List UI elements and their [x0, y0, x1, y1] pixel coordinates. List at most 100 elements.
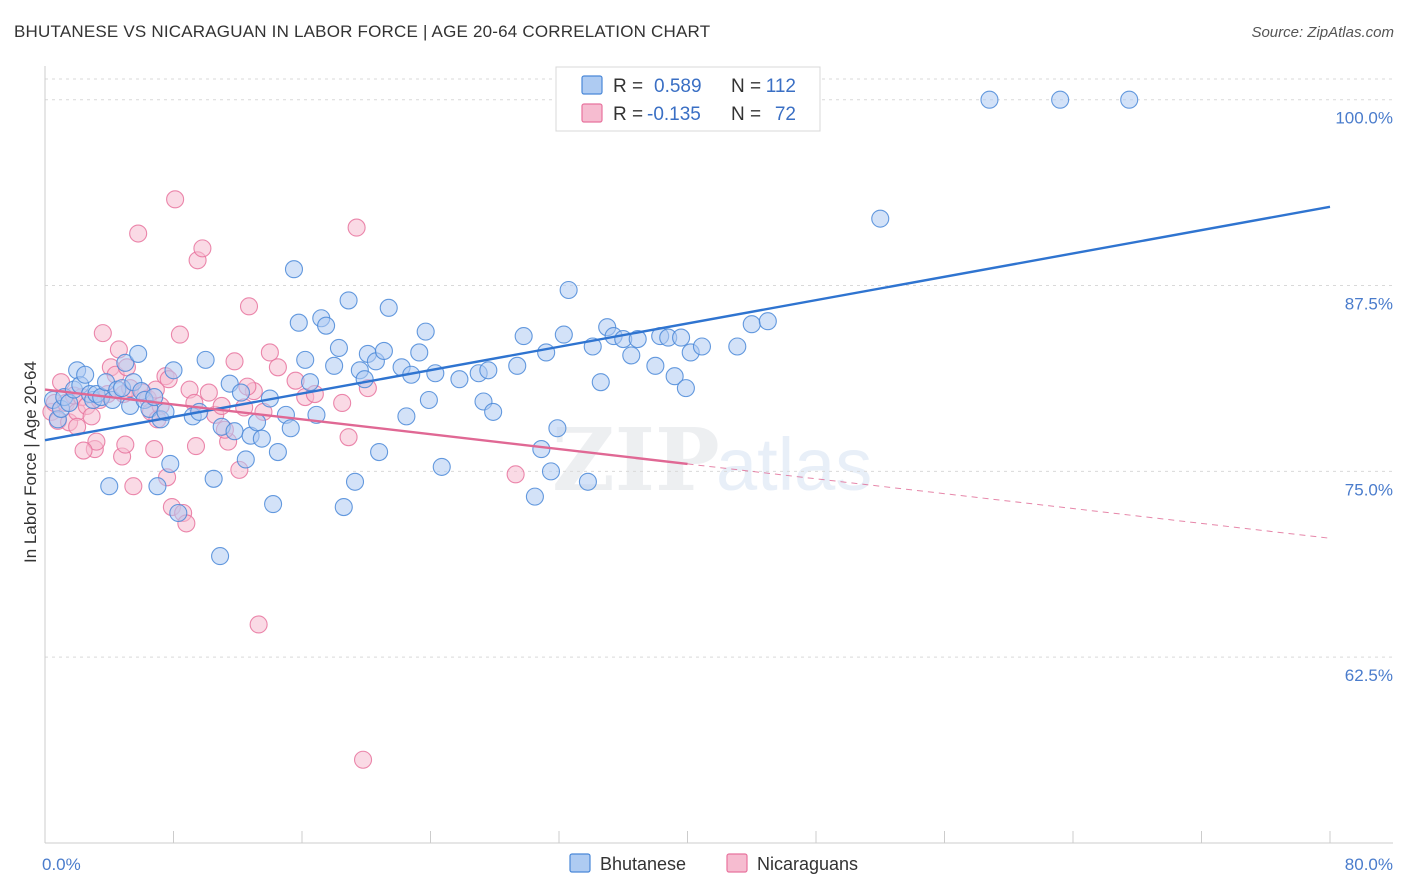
bhutanese-point-82 — [508, 356, 527, 375]
nicaraguans-point-43 — [225, 352, 244, 371]
nicaraguans-trend-line — [44, 388, 688, 466]
watermark-zip: ZIP — [552, 410, 720, 511]
nicaraguans-point-39 — [199, 383, 218, 402]
bhutanese-point-41 — [236, 450, 255, 469]
nicaraguans-point-32 — [170, 325, 189, 344]
bhutanese-point-83 — [514, 327, 533, 346]
bhutanese-trend-line — [44, 205, 1331, 442]
y-tick-labels: 62.5% 75.0% 87.5% 100.0% — [1335, 109, 1393, 685]
nicaraguans-point-21 — [124, 477, 143, 496]
bhutanese-point-112 — [1051, 90, 1070, 109]
bhutanese-point-26 — [148, 477, 167, 496]
stats-legend: R = 0.589 N = 112 R = -0.135 N = 72 — [555, 66, 821, 132]
bhutanese-point-60 — [339, 291, 358, 310]
nicaraguans-point-58 — [506, 465, 525, 484]
bhutanese-point-49 — [281, 419, 300, 438]
bhutanese-point-47 — [268, 442, 287, 462]
legend-r-label-1: R = — [613, 76, 643, 97]
bhutanese-point-85 — [532, 440, 551, 459]
bhutanese-point-81 — [484, 402, 503, 421]
bhutanese-point-72 — [410, 343, 429, 362]
watermark: ZIP atlas — [552, 410, 872, 511]
legend-r-value-1: 0.589 — [654, 76, 702, 97]
chart-title: BHUTANESE VS NICARAGUAN IN LABOR FORCE |… — [14, 22, 711, 41]
trend-lines — [44, 205, 1331, 539]
bhutanese-point-44 — [252, 429, 271, 448]
bhutanese-point-34 — [196, 350, 215, 369]
bhutanese-point-61 — [345, 472, 365, 491]
bhutanese-point-57 — [325, 356, 344, 375]
watermark-atlas: atlas — [716, 423, 872, 506]
y-tick-label-0: 62.5% — [1345, 666, 1393, 685]
bhutanese-point-106 — [692, 337, 712, 356]
bhutanese-point-21 — [129, 344, 148, 363]
y-tick-label-3: 100.0% — [1335, 109, 1393, 128]
bhutanese-point-63 — [355, 370, 374, 389]
bhutanese-point-51 — [289, 313, 308, 332]
bhutanese-point-89 — [554, 325, 573, 344]
bhutanese-point-104 — [676, 379, 695, 398]
nicaraguans-point-54 — [339, 428, 358, 447]
bhutanese-point-113 — [1120, 90, 1139, 109]
bhutanese-swatch — [581, 75, 603, 95]
bhutanese-point-70 — [397, 407, 416, 426]
bhutanese-point-98 — [628, 330, 647, 349]
nicaraguans-point-48 — [249, 615, 268, 634]
bhutanese-point-93 — [591, 373, 610, 392]
bhutanese-point-18 — [116, 353, 135, 372]
bhutanese-points — [43, 90, 1139, 566]
bhutanese-point-35 — [204, 469, 223, 488]
nicaraguans-point-60 — [87, 432, 106, 451]
bhutanese-point-107 — [728, 337, 747, 356]
bhutanese-point-108 — [742, 315, 761, 334]
legend-bhutanese-swatch — [569, 853, 591, 873]
bhutanese-point-40 — [231, 383, 251, 402]
y-axis-label: In Labor Force | Age 20-64 — [21, 361, 40, 563]
bhutanese-point-88 — [548, 419, 567, 438]
nicaraguans-point-50 — [260, 343, 279, 362]
bhutanese-point-109 — [758, 312, 777, 331]
nicaraguans-point-63 — [145, 440, 164, 459]
bhutanese-point-97 — [622, 346, 641, 365]
bhutanese-point-36 — [211, 547, 230, 566]
axes — [44, 66, 1393, 844]
legend-n-label-1: N = — [731, 76, 761, 97]
gridlines — [45, 78, 1393, 658]
bhutanese-point-53 — [300, 373, 320, 392]
source-label: Source: ZipAtlas.com — [1251, 24, 1394, 41]
bhutanese-point-80 — [479, 361, 498, 380]
bhutanese-point-76 — [432, 457, 451, 476]
legend-n-label-2: N = — [731, 104, 761, 125]
nicaraguans-swatch — [581, 103, 603, 123]
bhutanese-point-110 — [871, 209, 890, 228]
bhutanese-point-39 — [225, 422, 244, 441]
x-tick-label-max: 80.0% — [1345, 855, 1393, 874]
bhutanese-point-31 — [169, 503, 188, 523]
nicaraguans-point-31 — [166, 190, 185, 209]
nicaraguans-point-55 — [347, 218, 366, 237]
bhutanese-point-58 — [329, 338, 348, 358]
bhutanese-point-67 — [374, 341, 393, 361]
legend-nicaraguans-swatch — [726, 853, 748, 873]
bhutanese-point-73 — [416, 322, 435, 341]
nicaraguans-point-38 — [193, 239, 212, 258]
nicaraguans-point-56 — [353, 750, 373, 769]
nicaraguans-point-46 — [239, 297, 259, 316]
bhutanese-point-77 — [450, 370, 469, 389]
y-tick-label-1: 75.0% — [1345, 480, 1393, 499]
bhutanese-point-68 — [379, 298, 398, 317]
bhutanese-point-59 — [334, 497, 353, 517]
bhutanese-point-87 — [541, 462, 561, 481]
nicaraguans-point-51 — [268, 358, 287, 377]
nicaraguans-point-10 — [82, 407, 101, 426]
nicaraguans-trend-extension — [687, 463, 1331, 539]
nicaraguans-point-62 — [116, 435, 135, 454]
bhutanese-point-99 — [646, 356, 665, 375]
nicaraguans-point-13 — [93, 324, 112, 343]
legend-nicaraguans-label: Nicaraguans — [757, 854, 858, 874]
nicaraguans-point-71 — [74, 441, 93, 460]
bhutanese-point-8 — [76, 365, 95, 384]
nicaraguans-point-22 — [129, 224, 148, 243]
legend-bhutanese-label: Bhutanese — [600, 854, 686, 874]
